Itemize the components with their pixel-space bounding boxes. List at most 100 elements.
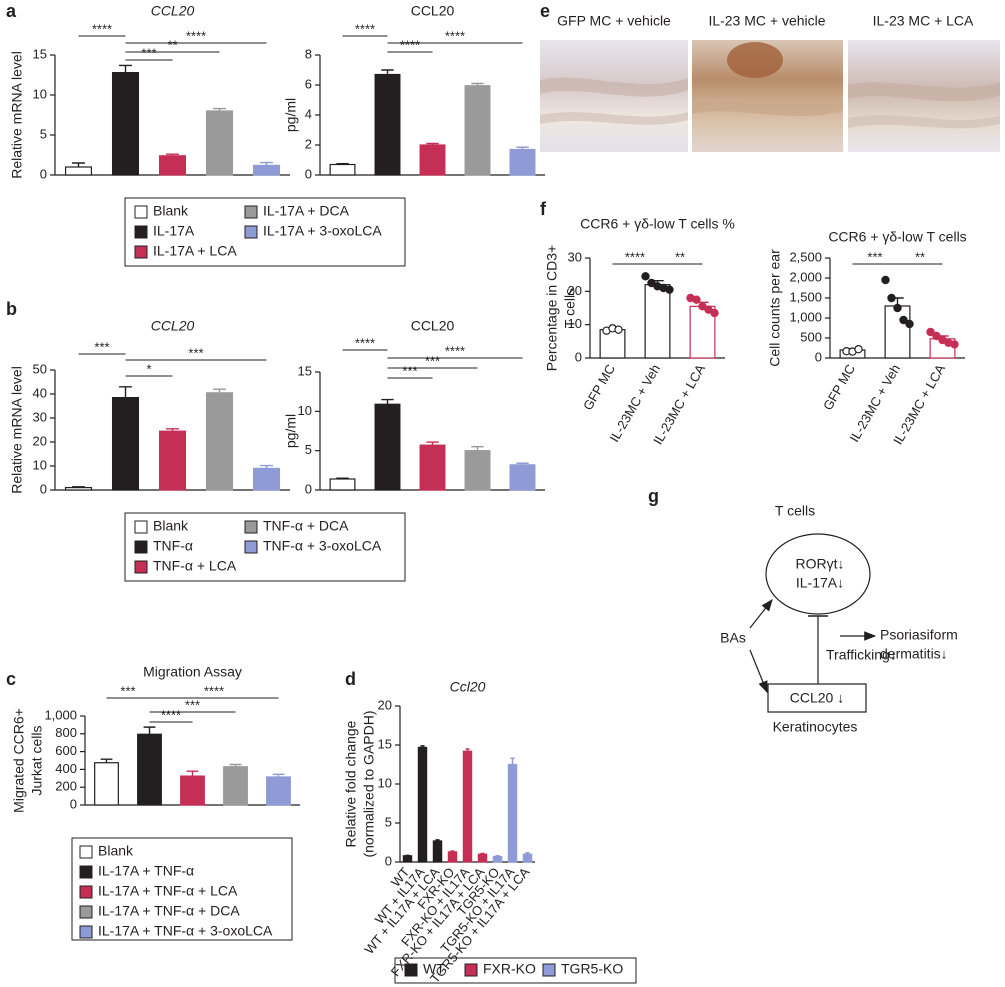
legend-swatch [244,540,258,554]
legend-swatch [134,520,148,534]
error-bar [336,477,349,479]
legend-swatch [79,845,93,859]
bar [462,750,473,863]
y-tick-label: 1,500 [789,289,822,304]
legend-swatch [134,225,148,239]
data-point [641,272,650,281]
data-point [854,345,863,354]
legend-swatch [244,520,258,534]
legend-swatch [134,205,148,219]
y-tick-label: 15 [298,363,312,378]
panel-label: g [648,486,659,506]
y-tick-label: 6 [305,76,312,91]
legend-label: IL-17A + TNF-α + LCA [98,883,238,899]
bar [689,305,716,359]
significance-label: **** [204,683,224,698]
bar [419,144,446,176]
y-tick-label: 40 [33,385,47,400]
error-bar [260,464,273,469]
y-tick-label: 2,000 [789,269,822,284]
significance-label: **** [92,21,112,36]
bar [432,840,443,863]
error-bar [336,163,349,165]
legend-box [71,837,293,941]
y-tick-label: 20 [568,283,582,298]
legend-label: IL-17A + 3-oxoLCA [263,223,382,239]
y-tick-label: 10 [33,86,47,101]
node-text: CCL20 ↓ [790,690,844,706]
image-label: GFP MC + vehicle [557,13,671,29]
y-tick-label: 20 [378,697,392,712]
y-tick-label: 600 [55,743,77,758]
chart-title: Ccl20 [450,679,486,695]
box-node [767,683,867,713]
y-tick-label: 5 [385,814,392,829]
node-label: BAs [720,630,746,646]
error-bar [72,486,85,488]
bar [374,403,401,491]
data-point [932,331,941,341]
error-bar [420,745,425,748]
bar [252,467,281,491]
error-bar [119,64,132,73]
chart-title: CCR6 + γδ-low T cells [828,229,966,245]
error-bar [495,855,500,857]
error-bar [510,757,515,765]
error-bar [480,852,485,855]
y-tick-label: 10 [568,316,582,331]
y-axis-label: pg/ml [283,98,299,132]
y-tick-label: 0 [40,166,47,181]
bar [509,464,536,491]
bar [492,855,503,863]
chart-title: CCL20 [411,318,455,334]
edge-label: Trafficking↓ [826,647,897,663]
panel-label: a [6,1,17,21]
legend-swatch [134,245,148,259]
data-point [710,308,719,318]
node-label: T cells [775,503,815,519]
y-tick-label: 5 [305,442,312,457]
node-label: Keratinocytes [773,719,858,735]
error-bar [426,441,439,446]
y-tick-label: 1,000 [44,707,77,722]
error-bar [516,146,529,150]
legend-label: IL-17A + TNF-α + 3-oxoLCA [98,923,273,939]
legend-swatch [404,963,418,977]
bar [266,776,291,806]
y-tick-label: 0 [40,481,47,496]
y-tick-label: 0 [70,796,77,811]
bar [374,73,401,176]
data-point [665,285,674,294]
error-bar [166,153,179,156]
y-tick-label: 0 [305,166,312,181]
chart-title: CCR6 + γδ-low T cells % [580,216,735,232]
data-point [887,293,896,303]
image-label: IL-23 MC + LCA [873,13,974,29]
significance-label: **** [161,707,181,722]
significance-label: *** [402,363,417,378]
error-bar [516,462,529,465]
bar [329,478,356,491]
data-point [905,319,914,329]
y-axis-label: Relative mRNA level [9,366,25,494]
y-axis-label: Migrated CCR6+ [11,708,27,813]
y-tick-label: 2 [305,136,312,151]
bar [111,71,140,176]
panel-label: e [540,1,550,21]
bar [64,487,93,491]
x-tick-label: GFP MC [820,362,858,413]
significance-label: **** [355,335,375,350]
arrow [749,599,773,629]
significance-label: * [146,361,151,376]
bar [447,851,458,863]
bar [644,284,671,359]
chart-title: CCL20 [151,3,195,19]
significance-label: **** [355,21,375,36]
significance-label: **** [186,28,206,43]
bar [419,444,446,491]
error-bar [143,726,156,735]
bar [599,329,626,359]
legend-label: IL-17A [153,223,195,239]
data-point [926,327,935,337]
